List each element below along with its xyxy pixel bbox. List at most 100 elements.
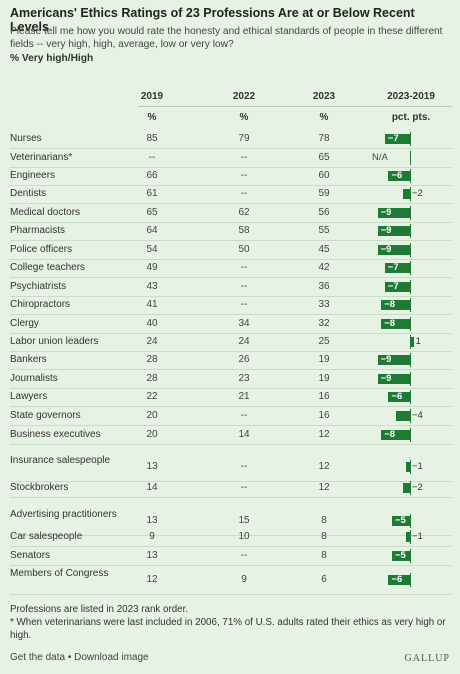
row-divider xyxy=(10,546,452,547)
profession-name: Clergy xyxy=(10,318,39,329)
value-y2019: 43 xyxy=(146,281,158,292)
value-y2022: -- xyxy=(240,188,248,199)
zero-baseline xyxy=(410,530,411,544)
zero-baseline xyxy=(410,460,411,474)
value-y2019: 61 xyxy=(146,188,158,199)
zero-baseline xyxy=(410,372,411,386)
zero-baseline xyxy=(410,169,411,183)
value-y2023: 12 xyxy=(318,482,330,493)
value-y2019: 28 xyxy=(146,354,158,365)
zero-baseline xyxy=(410,224,411,238)
value-y2022: 58 xyxy=(238,225,250,236)
change-bar-label: −9 xyxy=(380,225,392,236)
change-bar xyxy=(402,483,410,493)
footnote-order: Professions are listed in 2023 rank orde… xyxy=(10,604,189,615)
chart-links: Get the data • Download image xyxy=(10,652,149,663)
change-bar xyxy=(377,245,410,255)
value-y2019: 49 xyxy=(146,262,158,273)
value-y2023: 8 xyxy=(321,550,327,561)
profession-name: Journalists xyxy=(10,373,58,384)
change-bar-label: −9 xyxy=(380,373,392,384)
row-divider xyxy=(10,222,452,223)
value-y2022: -- xyxy=(240,299,248,310)
value-y2019: 66 xyxy=(146,170,158,181)
row-divider xyxy=(10,314,452,315)
row-divider xyxy=(10,185,452,186)
download-image-link[interactable]: Download image xyxy=(74,652,149,663)
value-y2019: 40 xyxy=(146,318,158,329)
value-y2019: 64 xyxy=(146,225,158,236)
value-y2023: 60 xyxy=(318,170,330,181)
value-y2019: 9 xyxy=(149,531,155,542)
zero-baseline xyxy=(410,573,411,587)
row-divider xyxy=(10,351,452,352)
value-y2022: -- xyxy=(240,410,248,421)
profession-name: Chiropractors xyxy=(10,299,71,310)
value-y2022: 14 xyxy=(238,429,250,440)
profession-name: Car salespeople xyxy=(10,531,83,542)
value-y2023: 42 xyxy=(318,262,330,273)
change-bar xyxy=(381,430,410,440)
change-bar-label: −8 xyxy=(384,318,396,329)
change-bar-label: −7 xyxy=(387,133,399,144)
value-y2022: -- xyxy=(240,482,248,493)
row-divider xyxy=(10,594,452,595)
change-bar-label: −7 xyxy=(387,262,399,273)
value-y2022: -- xyxy=(240,152,248,163)
value-y2022: 79 xyxy=(238,133,250,144)
profession-name: Psychiatrists xyxy=(10,281,67,292)
change-bar-label: −5 xyxy=(395,515,406,526)
zero-baseline xyxy=(410,280,411,294)
change-bar-label: −7 xyxy=(387,281,399,292)
unit-header-change: pct. pts. xyxy=(391,112,431,123)
change-bar xyxy=(377,355,410,365)
value-y2019: -- xyxy=(148,152,156,163)
change-bar xyxy=(406,532,410,542)
row-divider xyxy=(10,481,452,482)
profession-name: Nurses xyxy=(10,133,42,144)
value-y2022: -- xyxy=(240,262,248,273)
value-y2022: 23 xyxy=(238,373,250,384)
row-divider xyxy=(10,167,452,168)
value-y2022: -- xyxy=(240,281,248,292)
profession-name: Pharmacists xyxy=(10,225,66,236)
change-bar xyxy=(384,134,410,144)
change-bar xyxy=(377,226,410,236)
value-y2022: 62 xyxy=(238,207,250,218)
value-y2023: 12 xyxy=(318,461,330,472)
row-divider xyxy=(10,425,452,426)
value-y2023: 32 xyxy=(318,318,330,329)
row-divider xyxy=(10,259,452,260)
profession-name: Lawyers xyxy=(10,391,48,402)
value-y2022: -- xyxy=(240,461,248,472)
row-divider xyxy=(10,388,452,389)
value-y2019: 41 xyxy=(146,299,158,310)
change-bar xyxy=(388,392,410,402)
unit-header-2023: % xyxy=(319,112,329,123)
change-bar xyxy=(406,462,410,472)
row-divider xyxy=(10,406,452,407)
unit-header-2022: % xyxy=(239,112,249,123)
measure-label: % Very high/High xyxy=(10,53,94,64)
value-y2023: 55 xyxy=(318,225,330,236)
link-separator: • xyxy=(65,652,75,663)
profession-name: Members of Congress xyxy=(10,568,109,579)
change-bar-label: −2 xyxy=(412,482,423,493)
profession-name: College teachers xyxy=(10,262,86,273)
change-bar-label: −5 xyxy=(395,550,406,561)
profession-name: Stockbrokers xyxy=(10,482,69,493)
zero-baseline xyxy=(410,151,411,165)
value-y2023: 78 xyxy=(318,133,330,144)
change-bar xyxy=(392,516,410,526)
value-y2022: -- xyxy=(240,550,248,561)
change-bar xyxy=(384,263,410,273)
value-y2023: 45 xyxy=(318,244,330,255)
get-data-link[interactable]: Get the data xyxy=(10,652,66,663)
change-bar xyxy=(377,208,410,218)
value-y2022: 9 xyxy=(241,574,247,585)
zero-baseline xyxy=(410,317,411,331)
change-bar-label: −9 xyxy=(380,207,392,218)
change-bar xyxy=(381,300,410,310)
value-y2022: 15 xyxy=(238,515,250,526)
col-header-2022: 2022 xyxy=(232,91,256,102)
